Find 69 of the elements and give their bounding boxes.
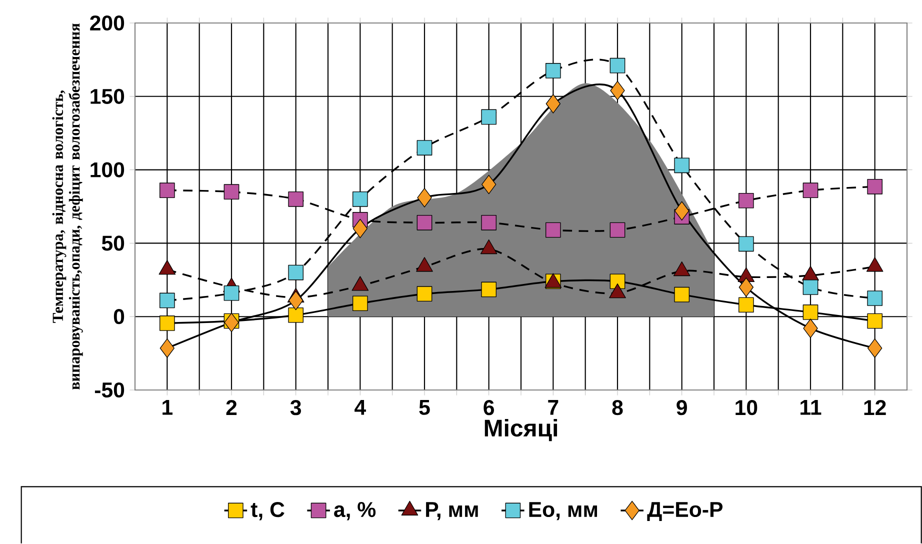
x-tick-label: 11 — [800, 400, 822, 415]
point — [352, 296, 368, 312]
x-tick-label: 7 — [548, 400, 558, 415]
x-tick-label: 12 — [864, 400, 886, 415]
point — [546, 222, 561, 238]
point — [482, 174, 496, 194]
point — [288, 191, 304, 207]
point — [610, 222, 626, 238]
point — [288, 264, 304, 280]
legend-label: t, С — [250, 502, 284, 520]
point — [546, 94, 561, 114]
legend-label: а, % — [334, 502, 376, 520]
point — [224, 312, 239, 332]
point — [546, 63, 561, 78]
point — [802, 280, 818, 295]
y-tick-label: 50 — [102, 236, 124, 251]
point — [352, 191, 368, 207]
legend-label: Р, мм — [426, 502, 478, 520]
point — [288, 290, 304, 310]
x-tick-label: 6 — [484, 400, 494, 416]
point — [159, 182, 175, 198]
x-axis-title: Місяці — [484, 418, 558, 442]
point — [610, 58, 626, 74]
point — [417, 188, 432, 208]
point — [481, 109, 497, 125]
point — [610, 274, 626, 290]
point — [802, 182, 818, 198]
point — [224, 184, 240, 200]
point — [610, 80, 625, 100]
x-tick-label: 10 — [736, 400, 758, 416]
y-tick-label: -50 — [94, 382, 124, 398]
point — [159, 292, 175, 308]
point — [738, 236, 754, 252]
point — [224, 285, 240, 301]
y-tick-label: 200 — [90, 15, 124, 31]
point — [159, 316, 175, 331]
y-tick-label: 0 — [114, 309, 124, 324]
point — [867, 313, 883, 329]
x-tick-label: 1 — [162, 400, 173, 415]
legend-label: Д=Ео-Р — [647, 502, 723, 522]
y-axis-title: Температура, відносна вологість, випаровуваність,опади, дефіцит вологозабезпечення — [52, 23, 83, 390]
point — [867, 290, 883, 306]
point — [481, 214, 497, 230]
legend-label: Ео, мм — [529, 502, 598, 520]
point — [738, 192, 754, 208]
y-tick-label: 150 — [90, 88, 124, 104]
point — [674, 158, 690, 174]
point — [416, 140, 432, 156]
point — [674, 286, 690, 302]
point — [802, 304, 818, 320]
point — [738, 278, 754, 297]
x-tick-label: 9 — [676, 400, 687, 416]
point — [416, 286, 432, 302]
point — [160, 338, 174, 358]
x-tick-label: 8 — [612, 400, 623, 416]
y-tick-label: 100 — [90, 162, 124, 178]
x-tick-label: 3 — [290, 400, 301, 416]
point — [868, 338, 882, 358]
x-tick-label: 5 — [419, 400, 430, 415]
x-tick-label: 4 — [354, 400, 366, 415]
point — [416, 214, 432, 230]
point — [288, 307, 304, 323]
point — [738, 297, 754, 313]
x-tick-label: 2 — [226, 400, 237, 415]
point — [352, 218, 368, 238]
point — [803, 318, 818, 338]
point — [867, 179, 883, 194]
point — [674, 201, 690, 221]
point — [481, 282, 497, 298]
